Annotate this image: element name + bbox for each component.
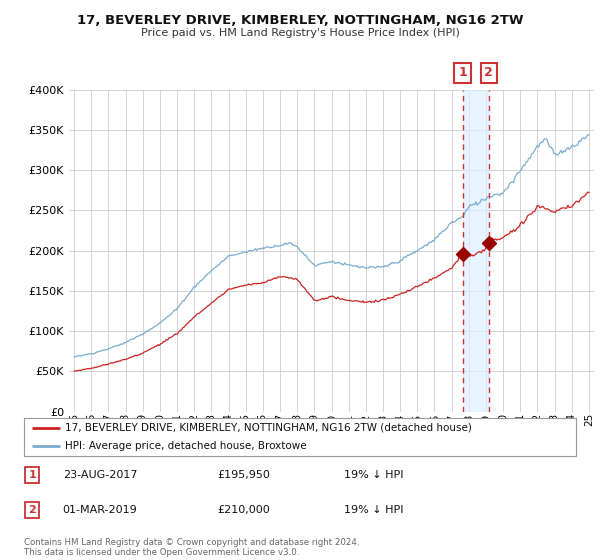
Text: 17, BEVERLEY DRIVE, KIMBERLEY, NOTTINGHAM, NG16 2TW: 17, BEVERLEY DRIVE, KIMBERLEY, NOTTINGHA… bbox=[77, 14, 523, 27]
Text: 19% ↓ HPI: 19% ↓ HPI bbox=[344, 470, 404, 480]
Text: 1: 1 bbox=[458, 66, 467, 80]
Text: 1: 1 bbox=[28, 470, 36, 480]
Text: Contains HM Land Registry data © Crown copyright and database right 2024.
This d: Contains HM Land Registry data © Crown c… bbox=[24, 538, 359, 557]
Text: £210,000: £210,000 bbox=[217, 505, 270, 515]
Text: 2: 2 bbox=[28, 505, 36, 515]
Text: HPI: Average price, detached house, Broxtowe: HPI: Average price, detached house, Brox… bbox=[65, 441, 307, 451]
Text: £195,950: £195,950 bbox=[217, 470, 270, 480]
Text: 17, BEVERLEY DRIVE, KIMBERLEY, NOTTINGHAM, NG16 2TW (detached house): 17, BEVERLEY DRIVE, KIMBERLEY, NOTTINGHA… bbox=[65, 423, 472, 433]
Text: Price paid vs. HM Land Registry's House Price Index (HPI): Price paid vs. HM Land Registry's House … bbox=[140, 28, 460, 38]
Text: 01-MAR-2019: 01-MAR-2019 bbox=[62, 505, 137, 515]
Text: 19% ↓ HPI: 19% ↓ HPI bbox=[344, 505, 404, 515]
Text: 2: 2 bbox=[484, 66, 493, 80]
Text: 23-AUG-2017: 23-AUG-2017 bbox=[62, 470, 137, 480]
Bar bbox=[463, 90, 489, 412]
